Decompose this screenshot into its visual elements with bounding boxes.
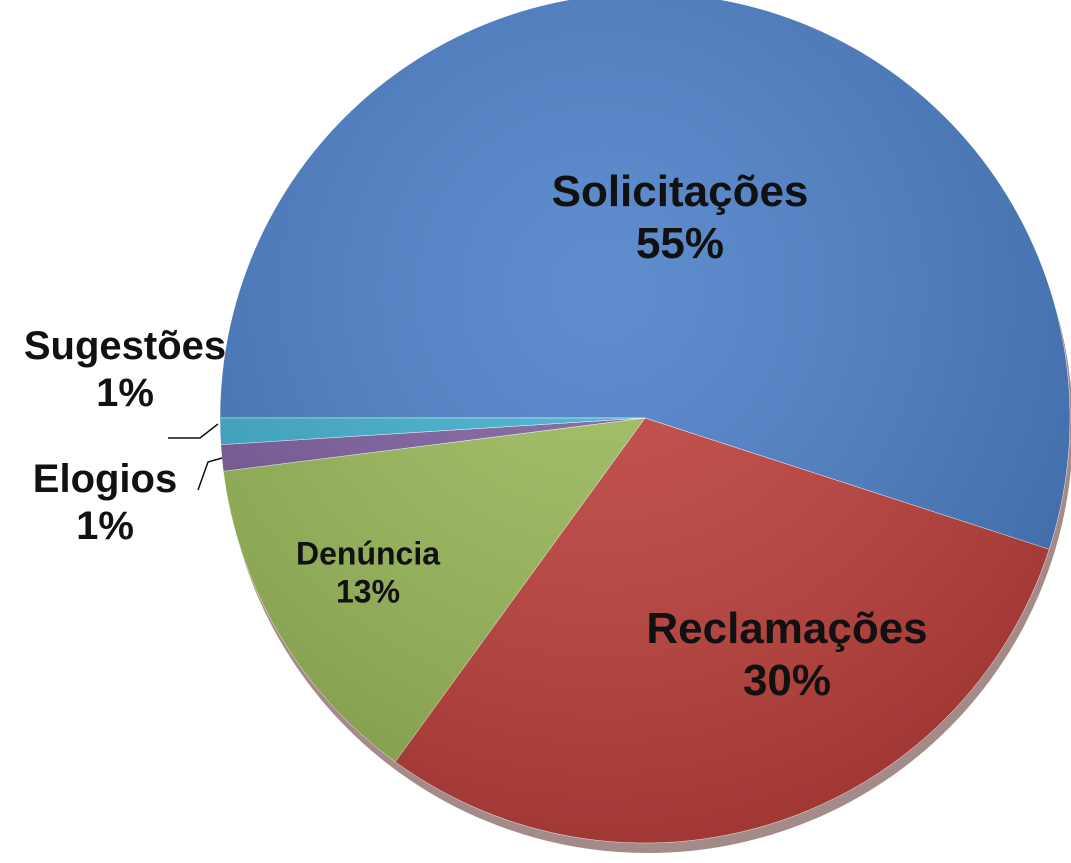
slice-label: Solicitações 55% bbox=[552, 166, 809, 270]
slice-name: Sugestões bbox=[23, 323, 227, 368]
slice-percent: 30% bbox=[742, 656, 832, 705]
leader-line bbox=[168, 423, 219, 439]
slice-name: Elogios bbox=[32, 456, 178, 501]
slice-label: Denúncia 13% bbox=[296, 535, 440, 611]
slice-name: Solicitações bbox=[551, 167, 809, 217]
slice-percent: 13% bbox=[335, 573, 401, 609]
slice-name: Denúncia bbox=[295, 535, 441, 572]
slice-name: Reclamações bbox=[646, 604, 928, 654]
slice-percent: 1% bbox=[76, 504, 134, 548]
slice-percent: 1% bbox=[96, 371, 154, 415]
slice-percent: 55% bbox=[635, 219, 725, 268]
slice-label: Sugestões 1% bbox=[18, 323, 233, 417]
slice-label: Reclamações 30% bbox=[646, 603, 927, 707]
leader-line bbox=[197, 457, 223, 491]
slice-label: Elogios 1% bbox=[33, 456, 177, 550]
